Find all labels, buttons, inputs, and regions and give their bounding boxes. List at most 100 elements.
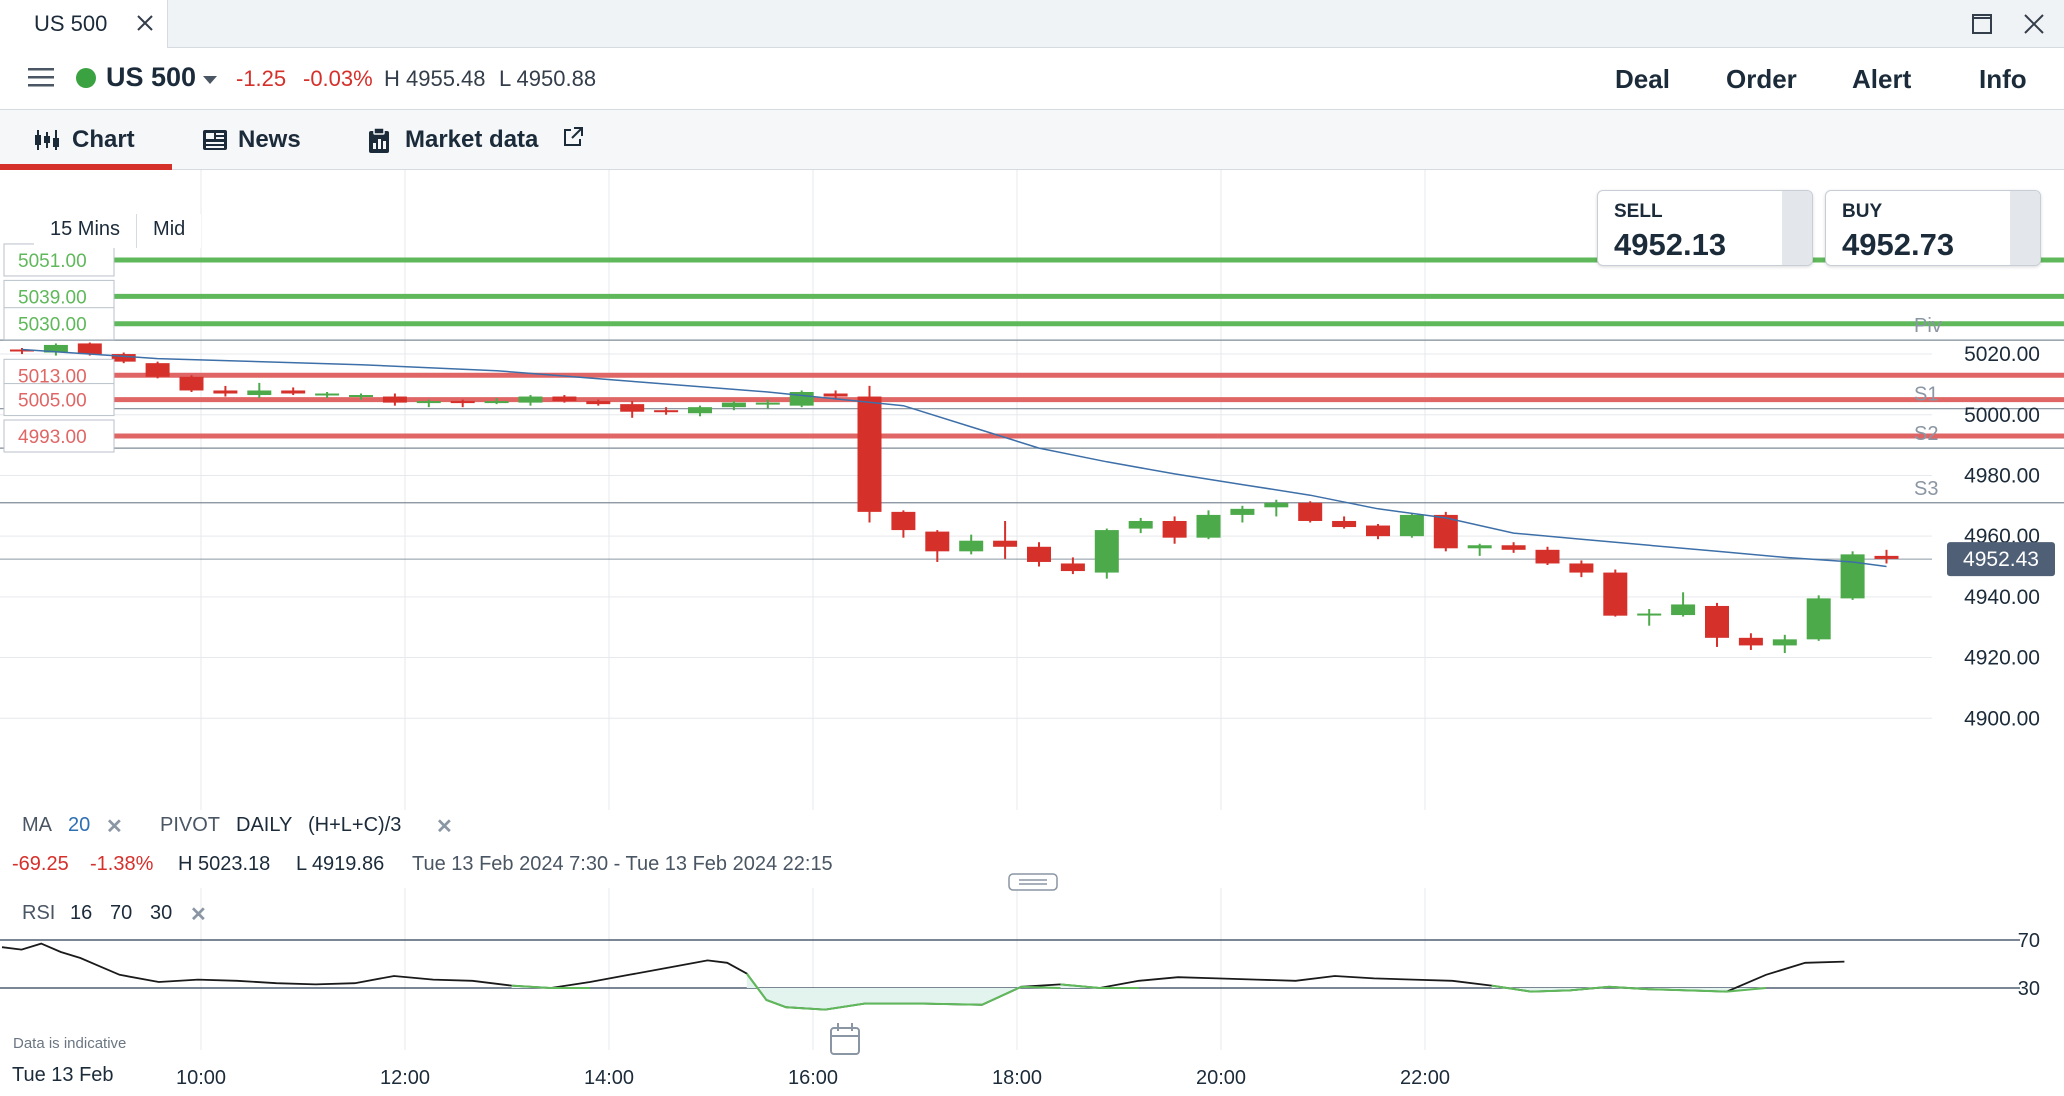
candle-body [1027, 546, 1051, 562]
axis-date-label: Tue 13 Feb [12, 1064, 114, 1086]
candle-body [1399, 514, 1424, 537]
price-mode-value[interactable]: Mid [136, 214, 201, 248]
candle-body [1501, 545, 1526, 550]
chart-grid [0, 170, 2064, 1050]
rsi-level-label: 70 [2018, 930, 2040, 952]
chevron-down-icon[interactable] [202, 74, 218, 86]
candle-body [620, 404, 645, 412]
candle-body [1332, 520, 1357, 528]
close-window-icon[interactable] [2022, 12, 2046, 36]
instrument-name[interactable]: US 500 [106, 62, 197, 92]
calendar-icon[interactable] [830, 1023, 860, 1055]
alert-button[interactable]: Alert [1852, 64, 1912, 94]
pivot-formula[interactable]: (H+L+C)/3 [308, 814, 402, 836]
price-level-tag[interactable] [3, 307, 115, 341]
buy-button[interactable]: BUY 4952.73 [1825, 190, 2041, 266]
price-level-tag-label: 4993.00 [18, 427, 87, 448]
rsi-oversold-segment [1060, 983, 1139, 989]
price-level-tag[interactable] [3, 243, 115, 277]
pivot-lines: Piv S1 S2 S3 [0, 315, 2064, 504]
candle-body [1094, 530, 1119, 573]
pivot-label: S3 [1914, 478, 1938, 500]
rsi-oversold[interactable]: 30 [150, 902, 173, 924]
range-period: Tue 13 Feb 2024 7:30 - Tue 13 Feb 2024 2… [412, 853, 833, 875]
time-axis-tick: 22:00 [1400, 1067, 1450, 1089]
timeframe-value[interactable]: 15 Mins [50, 218, 121, 240]
price-axis-tick: 4900.00 [1964, 707, 2040, 730]
candle-body [1772, 639, 1797, 646]
candle-body [349, 395, 373, 398]
candle-body [179, 376, 204, 391]
candle-body [1535, 549, 1560, 564]
rsi-oversold-line [511, 973, 1767, 1011]
range-change-percent: -1.38% [90, 853, 154, 875]
rsi-overbought[interactable]: 70 [110, 902, 133, 924]
candle-body [1196, 514, 1221, 538]
chart-panel[interactable]: Piv S1 S2 S3 5020.00 5000.00 4980.00 4960.00 49… [0, 170, 2064, 1096]
time-axis-tick: 20:00 [1196, 1067, 1246, 1089]
candle-body [518, 396, 543, 403]
timeframe-selector[interactable]: 15 Mins Mid [34, 214, 202, 248]
price-level-tag-label: 5005.00 [18, 391, 87, 412]
rsi-oversold-fill [511, 973, 1767, 1010]
ma-period[interactable]: 20 [68, 814, 91, 836]
price-axis-tick: 5020.00 [1964, 343, 2040, 366]
tab-chart[interactable]: Chart [0, 110, 172, 170]
price-level-tag-label: 5051.00 [18, 251, 87, 272]
maximize-icon[interactable] [1970, 12, 1994, 36]
candle-body [586, 401, 611, 405]
remove-rsi-icon[interactable]: ✕ [190, 904, 207, 926]
candle-body [1162, 520, 1187, 538]
tab-news[interactable]: News [196, 110, 336, 170]
rsi-legend: RSI 16 70 30 ✕ [0, 902, 230, 932]
session-high: H 4955.48 [384, 66, 486, 91]
candle-body [1671, 604, 1696, 616]
candle-body [891, 511, 916, 531]
tab-market-data[interactable]: Market data [362, 110, 602, 170]
candle-body [10, 349, 34, 352]
tab-news-label: News [238, 126, 301, 153]
ma-name: MA [22, 814, 52, 836]
time-axis-tick: 12:00 [380, 1067, 430, 1089]
remove-ma-icon[interactable]: ✕ [106, 816, 123, 838]
candle-body [1467, 545, 1492, 549]
candle-body [1603, 572, 1628, 616]
rsi-name: RSI [22, 902, 56, 924]
sell-button[interactable]: SELL 4952.13 [1597, 190, 1813, 266]
panel-resize-handle[interactable] [1008, 873, 1058, 891]
price-level-tags[interactable]: 5051.00 5039.00 5030.00 5013.00 5005.00 4993.… [3, 243, 115, 453]
candle-body [484, 401, 509, 404]
candle-body [416, 401, 441, 404]
candle-body [1128, 520, 1153, 529]
range-high: H 5023.18 [178, 853, 271, 875]
window-tabstrip: US 500 [0, 0, 2064, 48]
pivot-period[interactable]: DAILY [236, 814, 293, 836]
instrument-header: US 500 -1.25 -0.03% H 4955.48 L 4950.88 … [0, 48, 2064, 110]
candle-body [1569, 563, 1594, 573]
price-level-tag-label: 5013.00 [18, 366, 87, 387]
price-level-tag[interactable] [3, 419, 115, 453]
info-button[interactable]: Info [1979, 64, 2027, 94]
price-level-tag[interactable] [3, 279, 115, 313]
menu-icon[interactable] [28, 66, 54, 88]
instrument-tab[interactable]: US 500 [0, 0, 168, 48]
candle-body [1060, 563, 1085, 572]
candle-body [552, 396, 577, 402]
time-axis-tick: 14:00 [584, 1067, 634, 1089]
instrument-tab-label: US 500 [34, 11, 108, 36]
candlestick-icon [35, 130, 59, 150]
candle-body [925, 531, 950, 552]
close-tab-icon[interactable] [134, 12, 156, 34]
price-level-tag[interactable] [3, 383, 115, 417]
candle-body [77, 343, 102, 355]
rsi-period[interactable]: 16 [70, 902, 93, 924]
indicator-legend: MA 20 ✕ PIVOT DAILY (H+L+C)/3 ✕ [0, 814, 480, 844]
remove-pivot-icon[interactable]: ✕ [436, 816, 453, 838]
data-disclaimer: Data is indicative [13, 1035, 127, 1052]
price-axis-tick: 5000.00 [1964, 404, 2040, 427]
order-button[interactable]: Order [1726, 64, 1797, 94]
deal-button[interactable]: Deal [1615, 64, 1670, 94]
buy-label: BUY [1842, 201, 1883, 222]
candle-body [823, 393, 848, 397]
